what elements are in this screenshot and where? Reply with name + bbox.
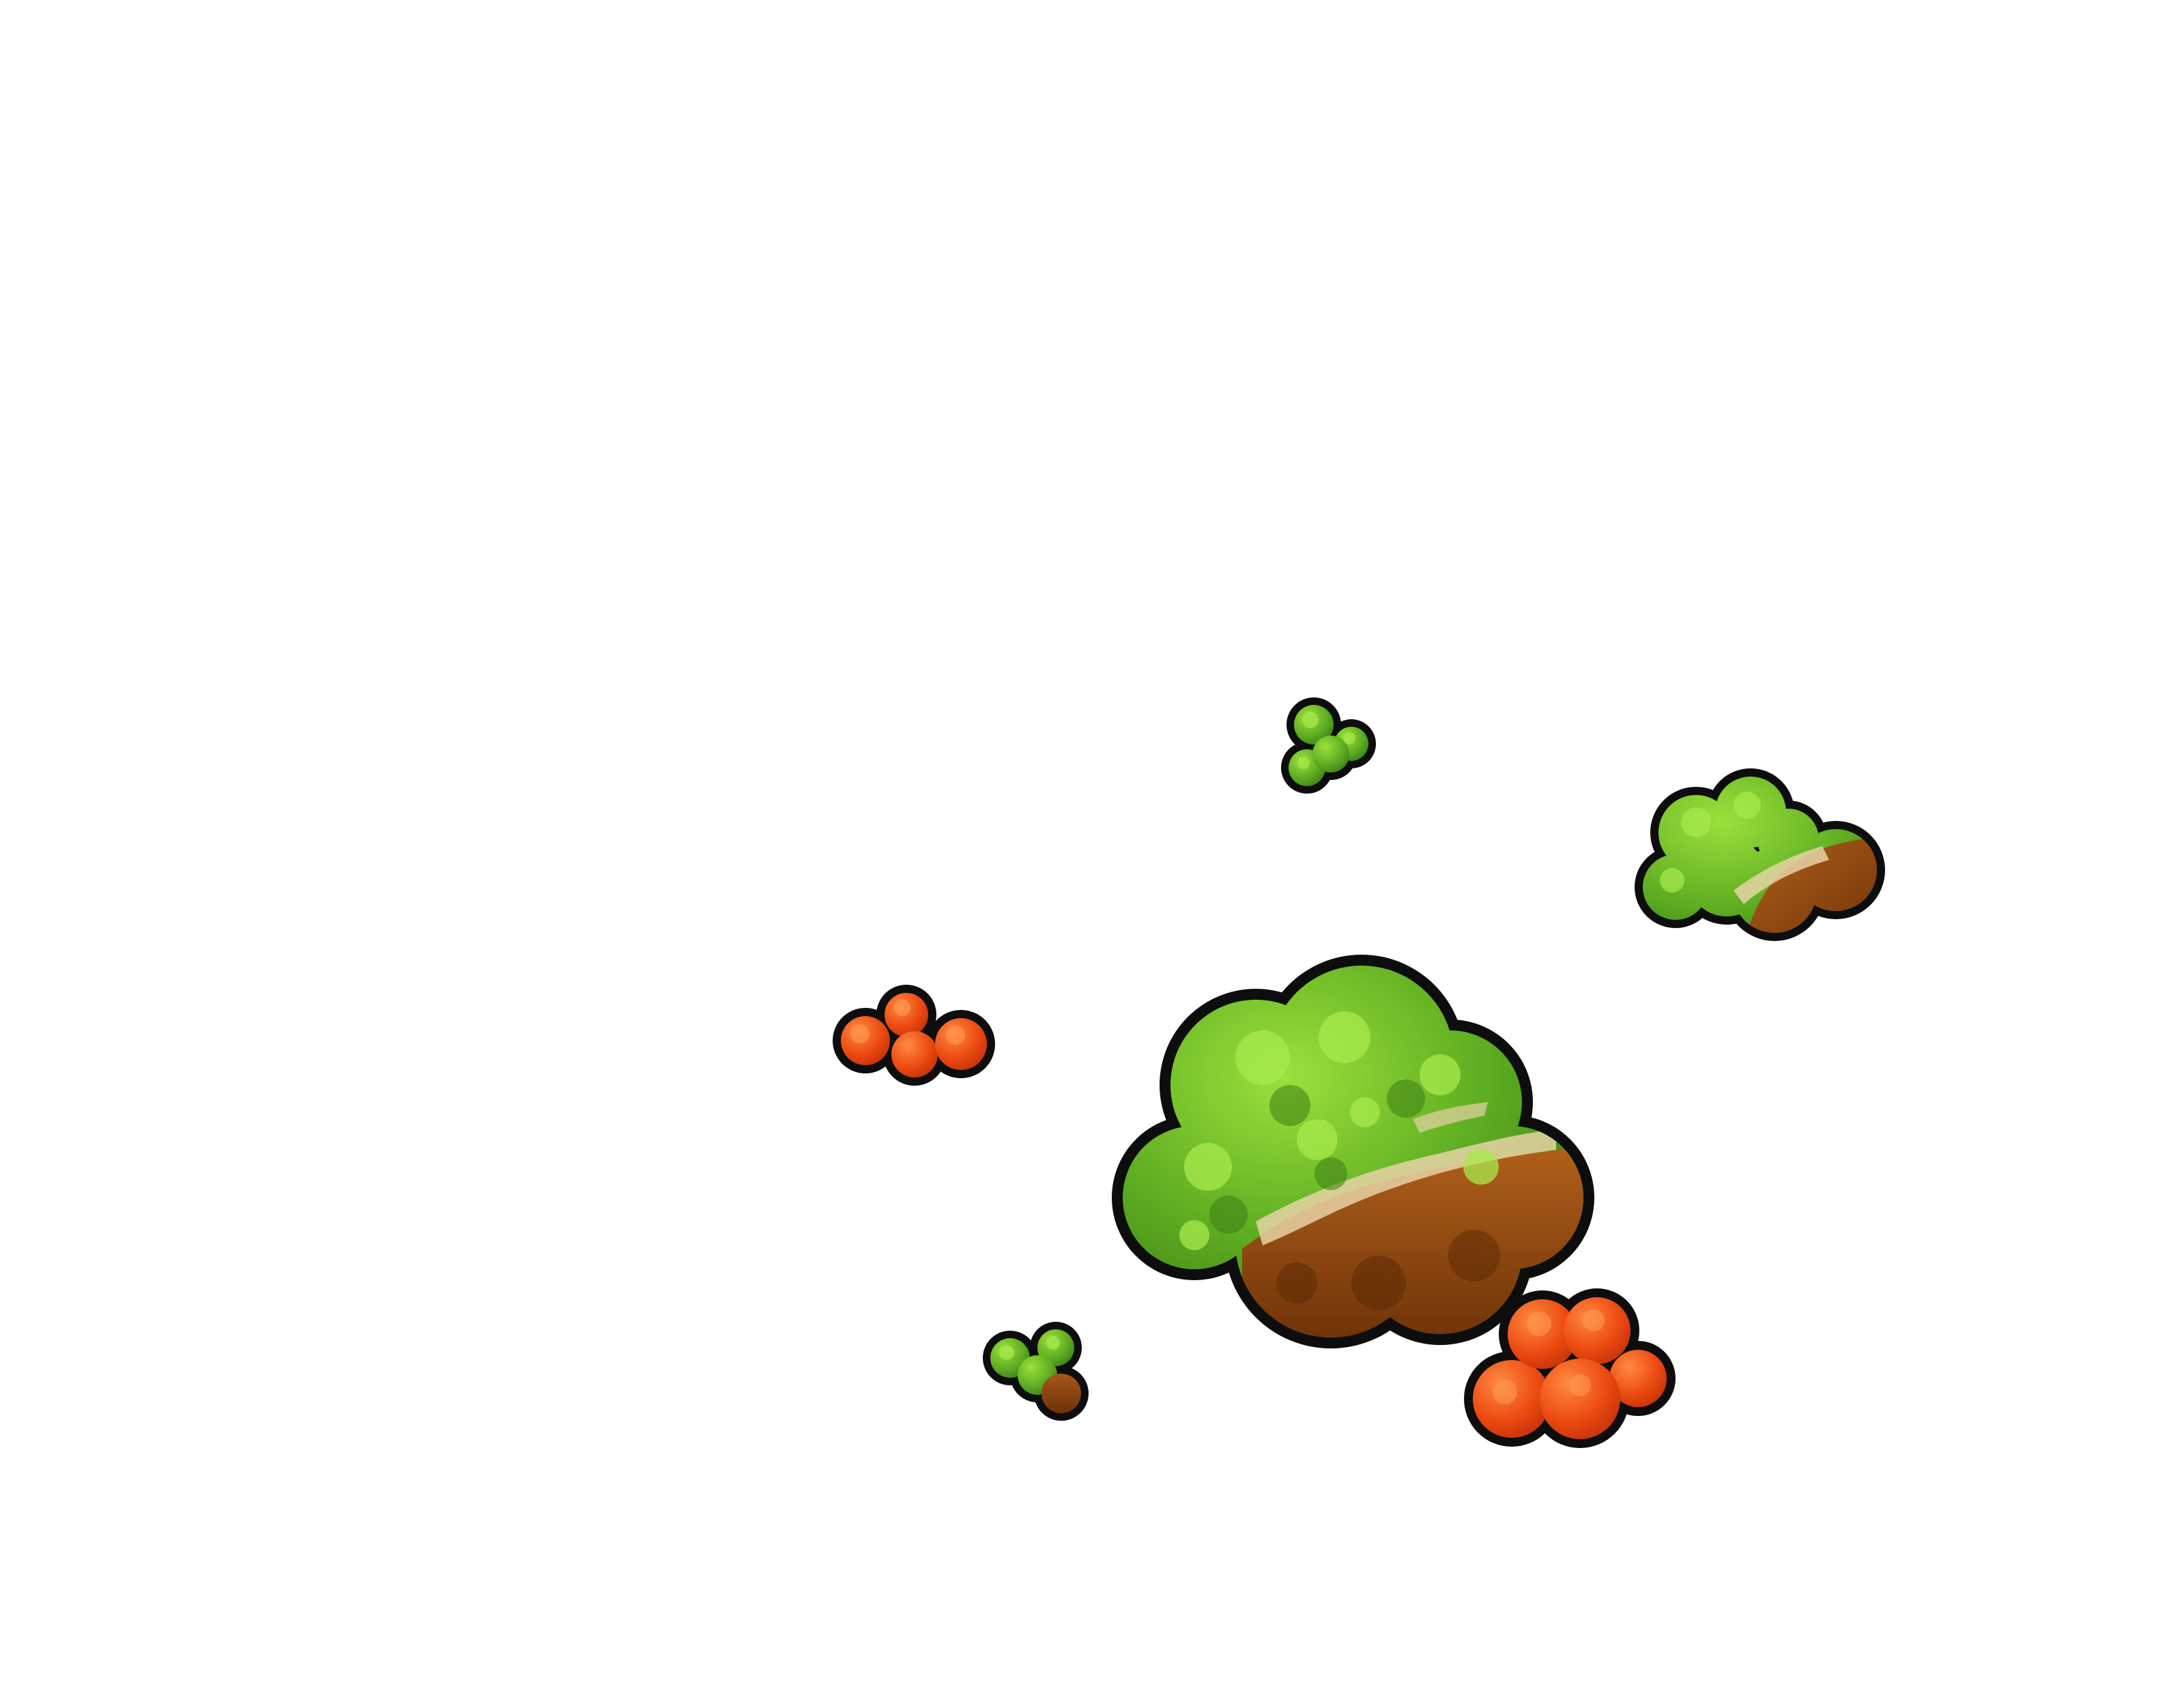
bush-orange-left-sprite xyxy=(826,972,1007,1092)
bush-green-small-bottom-graphic xyxy=(979,1317,1095,1430)
bush-green-brown-graphic xyxy=(1631,768,1891,945)
bush-green-small-top-sprite xyxy=(1273,689,1385,802)
bush-green-small-bottom-sprite xyxy=(979,1317,1095,1430)
bush-orange-bottom-right-graphic xyxy=(1457,1283,1679,1457)
bush-green-brown-sprite xyxy=(1631,768,1891,945)
bush-orange-left-graphic xyxy=(826,972,1007,1092)
bush-green-small-top-graphic xyxy=(1273,689,1385,802)
bush-orange-bottom-right-sprite xyxy=(1457,1283,1679,1457)
